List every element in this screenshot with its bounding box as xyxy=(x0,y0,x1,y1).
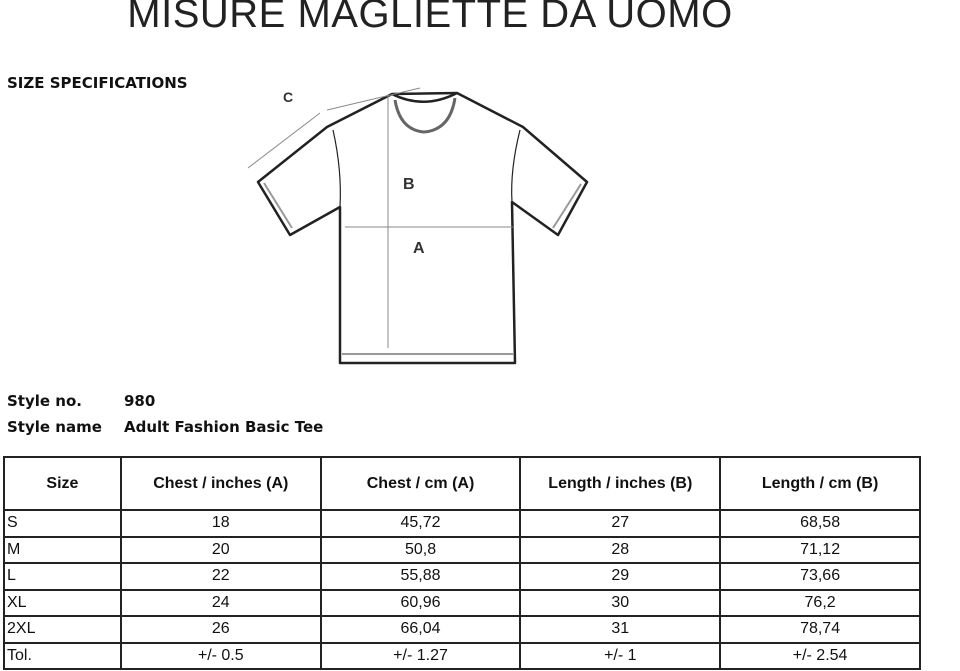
value-cell: 28 xyxy=(519,535,722,564)
header-length-cm: Length / cm (B) xyxy=(719,456,921,511)
size-table: Size Chest / inches (A) Chest / cm (A) L… xyxy=(3,456,921,670)
value-cell: 55,88 xyxy=(319,562,522,591)
size-cell: XL xyxy=(3,588,122,617)
header-size: Size xyxy=(3,456,122,511)
table-row: S 18 45,72 27 68,58 xyxy=(3,509,921,538)
style-name-label: Style name xyxy=(7,418,102,436)
style-name-row: Style name Adult Fashion Basic Tee xyxy=(7,418,323,436)
table-row: Tol. +/- 0.5 +/- 1.27 +/- 1 +/- 2.54 xyxy=(3,641,921,670)
value-cell: 31 xyxy=(519,615,722,644)
table-row: L 22 55,88 29 73,66 xyxy=(3,562,921,591)
tshirt-outline xyxy=(256,91,589,365)
value-cell: +/- 2.54 xyxy=(719,641,921,670)
value-cell: 26 xyxy=(119,615,322,644)
label-c: C xyxy=(283,89,293,105)
size-cell: S xyxy=(3,509,122,538)
value-cell: 60,96 xyxy=(319,588,522,617)
table-row: 2XL 26 66,04 31 78,74 xyxy=(3,615,921,644)
style-number-value: 980 xyxy=(124,392,156,410)
size-cell: Tol. xyxy=(3,641,122,670)
value-cell: 27 xyxy=(519,509,722,538)
page-title: MISURE MAGLIETTE DA UOMO xyxy=(127,0,733,36)
value-cell: 76,2 xyxy=(719,588,921,617)
value-cell: 18 xyxy=(119,509,322,538)
value-cell: 24 xyxy=(119,588,322,617)
value-cell: 71,12 xyxy=(719,535,921,564)
measure-line-c xyxy=(247,112,321,169)
section-heading: SIZE SPECIFICATIONS xyxy=(7,74,188,92)
table-row: M 20 50,8 28 71,12 xyxy=(3,535,921,564)
value-cell: 22 xyxy=(119,562,322,591)
value-cell: 68,58 xyxy=(719,509,921,538)
style-name-value: Adult Fashion Basic Tee xyxy=(124,418,324,436)
value-cell: 50,8 xyxy=(319,535,522,564)
label-a: A xyxy=(413,240,425,257)
value-cell: 78,74 xyxy=(719,615,921,644)
value-cell: 30 xyxy=(519,588,722,617)
table-row: XL 24 60,96 30 76,2 xyxy=(3,588,921,617)
size-cell: M xyxy=(3,535,122,564)
value-cell: 45,72 xyxy=(319,509,522,538)
value-cell: +/- 1.27 xyxy=(319,641,522,670)
header-chest-cm: Chest / cm (A) xyxy=(319,456,522,511)
value-cell: +/- 0.5 xyxy=(119,641,322,670)
hem-stitching xyxy=(263,182,582,355)
value-cell: 73,66 xyxy=(719,562,921,591)
size-cell: 2XL xyxy=(3,615,122,644)
header-length-inches: Length / inches (B) xyxy=(519,456,722,511)
size-cell: L xyxy=(3,562,122,591)
style-number-row: Style no. 980 xyxy=(7,392,155,410)
value-cell: 29 xyxy=(519,562,722,591)
label-b: B xyxy=(403,176,415,193)
value-cell: 20 xyxy=(119,535,322,564)
table-header-row: Size Chest / inches (A) Chest / cm (A) L… xyxy=(3,456,921,511)
style-number-label: Style no. xyxy=(7,392,82,410)
measure-lines xyxy=(247,87,513,348)
value-cell: 66,04 xyxy=(319,615,522,644)
header-chest-inches: Chest / inches (A) xyxy=(119,456,322,511)
value-cell: +/- 1 xyxy=(519,641,722,670)
